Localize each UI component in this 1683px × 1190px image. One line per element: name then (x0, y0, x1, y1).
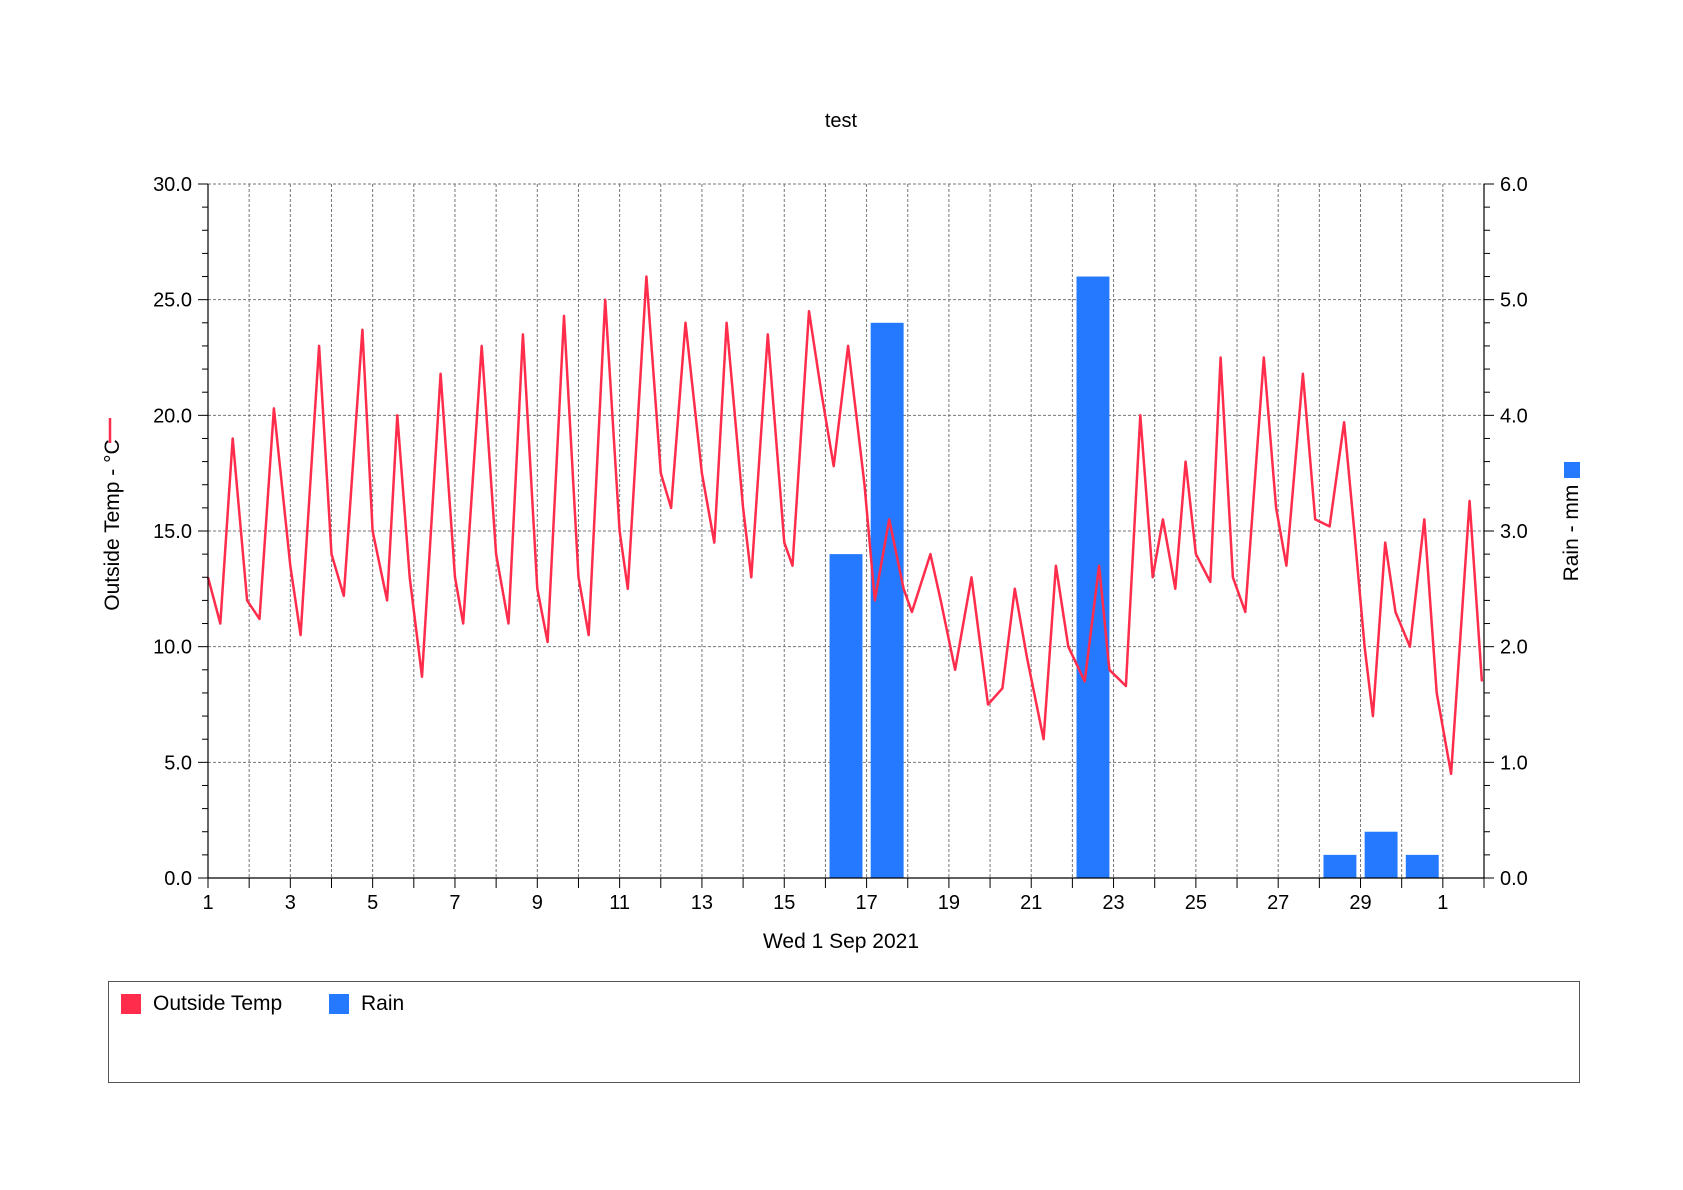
x-tick-label: 29 (1349, 892, 1371, 914)
y-right-tick-label: 0.0 (1500, 868, 1528, 890)
legend-swatch-temp (121, 994, 141, 1014)
y-left-title-group: Outside Temp - °C (101, 439, 124, 610)
x-tick-label: 21 (1020, 892, 1042, 914)
rain-bar (870, 322, 904, 878)
rain-bar (1364, 831, 1398, 878)
y-left-tick-label: 15.0 (153, 521, 192, 543)
y-left-title: Outside Temp - °C (101, 439, 124, 610)
y-right-title: Rain - mm (1560, 485, 1583, 582)
legend-item-outside-temp: Outside Temp (121, 992, 282, 1016)
y-left-tick-label: 25.0 (153, 290, 192, 312)
x-tick-label: 25 (1185, 892, 1207, 914)
rain-bars (829, 276, 1439, 878)
y-right-tick-label: 6.0 (1500, 174, 1528, 196)
legend: Outside Temp Rain (108, 981, 1580, 1083)
legend-label-rain: Rain (361, 992, 405, 1015)
rain-bar (1323, 854, 1357, 878)
rain-bar (1405, 854, 1439, 878)
y-right-tick-label: 1.0 (1500, 752, 1528, 774)
x-tick-label: 27 (1267, 892, 1289, 914)
y-left-tick-label: 5.0 (164, 752, 192, 774)
legend-label-temp: Outside Temp (153, 992, 283, 1015)
x-tick-label: 11 (609, 892, 630, 914)
axes: 0.05.010.015.020.025.030.00.01.02.03.04.… (153, 174, 1528, 914)
x-tick-label: 5 (367, 892, 378, 914)
chart-title: test (825, 110, 858, 132)
y-left-tick-label: 10.0 (153, 637, 192, 659)
x-tick-label: 17 (855, 892, 877, 914)
temp-line (206, 275, 1484, 776)
y-left-tick-label: 20.0 (153, 405, 192, 427)
rain-bar (829, 554, 863, 878)
x-tick-label: 1 (1437, 892, 1448, 914)
x-tick-label: 1 (202, 892, 213, 914)
y-right-series-marker (1564, 462, 1580, 478)
y-right-tick-label: 3.0 (1500, 521, 1528, 543)
x-tick-label: 3 (285, 892, 296, 914)
y-right-tick-label: 2.0 (1500, 637, 1528, 659)
y-right-tick-label: 4.0 (1500, 405, 1528, 427)
x-tick-label: 19 (938, 892, 960, 914)
rain-bar (1076, 276, 1110, 878)
y-left-tick-label: 30.0 (153, 174, 192, 196)
x-axis-title: Wed 1 Sep 2021 (763, 930, 919, 953)
x-tick-label: 23 (1102, 892, 1124, 914)
y-right-title-group: Rain - mm (1560, 485, 1583, 582)
legend-item-rain: Rain (329, 992, 404, 1016)
x-tick-label: 13 (691, 892, 713, 914)
x-tick-label: 9 (532, 892, 543, 914)
x-tick-label: 15 (773, 892, 795, 914)
legend-swatch-rain (329, 994, 349, 1014)
y-left-tick-label: 0.0 (164, 868, 192, 890)
x-tick-label: 7 (449, 892, 460, 914)
y-right-tick-label: 5.0 (1500, 290, 1528, 312)
